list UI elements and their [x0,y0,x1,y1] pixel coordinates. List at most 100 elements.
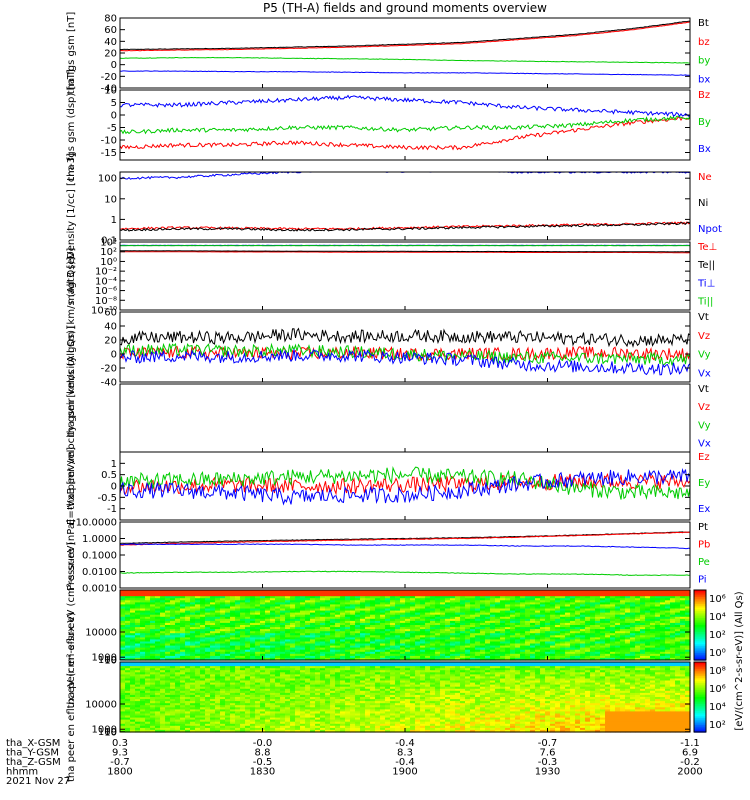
legend-Pe: Pe [698,557,710,568]
legend-Npot: Npot [698,224,722,235]
y-tick-label: 0.0100 [82,567,117,578]
y-tick-label: -20 [101,364,117,375]
panel-frame [119,383,691,453]
colorbar-tick: 10² [709,630,726,641]
footer-value: 2000 [677,767,702,778]
footer-value: -0.4 [395,757,415,768]
y-tick-label: 60 [104,25,117,36]
footer-value: 8.8 [255,748,271,759]
legend-Ti⊥: Ti⊥ [697,278,715,289]
legend-Bz: Bz [698,90,710,101]
spectrogram-10 [120,662,691,733]
legend-Ni: Ni [698,198,708,209]
y-tick-label: 10⁴ [100,238,117,249]
colorbar-tick: 10⁸ [709,666,726,677]
colorbar-2: 10⁸ 10⁶ 10⁴ 10² [693,661,726,733]
series-By-line [119,115,691,135]
y-tick-label: 10.0000 [76,518,117,529]
footer-value: -1.1 [680,738,700,749]
legend-Vt: Vt [698,312,709,323]
series-Bx-line [120,94,691,118]
series-by-line [119,56,691,64]
y-tick-label: -40 [101,378,117,389]
y-tick-label: 5 [111,98,117,109]
footer-value: -0.7 [110,757,130,768]
series-Ex-line [119,468,691,506]
footer-value: -0.4 [395,738,415,749]
y-tick-label: 10 [104,86,117,97]
legend-Pb: Pb [698,540,710,551]
legend-Bx: Bx [698,144,711,155]
legend-Ey: Ey [698,478,710,489]
legend-Vx: Vx [698,368,711,379]
y-axis-label: Pressure [nPa] [66,519,77,591]
legend-by: by [698,56,710,67]
panel-frame [119,521,691,589]
spectrogram-9 [120,590,691,661]
y-tick-label: 20 [104,336,117,347]
y-tick-label: 10 [104,194,117,205]
legend-Vy: Vy [698,420,711,431]
footer-value: 1900 [392,767,417,778]
legend-Ti||: Ti|| [697,297,713,308]
y-tick-label: 0 [111,111,117,122]
y-tick-label: 10⁰ [100,257,117,268]
legend-Bt: Bt [698,18,709,29]
y-axis-label: tha peer velocity gsm [km/s (All Qs)] [66,326,77,510]
legend-Te||: Te|| [697,260,715,271]
y-tick-label: 20 [104,49,117,60]
y-axis-label: E=-VxB [mV/m] [66,447,77,525]
series-Vx-line [119,348,691,376]
panel-7: 10.50-0.5-1 E=-VxB [mV/m] Ez Ey Ex [66,447,710,525]
series-Ey-line [119,466,691,500]
y-tick-label: 0.1 [101,236,117,247]
footer-value: 1830 [250,767,275,778]
legend-Vy: Vy [698,350,711,361]
y-tick-label: 10⁻⁴ [95,276,117,287]
y-tick-label: 10⁻⁶ [95,286,117,297]
footer-value: 1930 [535,767,560,778]
legend-Pt: Pt [698,522,708,533]
series-bz-line [119,21,691,52]
colorbar-tick: 10⁰ [709,648,726,659]
y-axis-label: tha fgs gsm [nT] [66,12,77,95]
footer-value: -0.3 [538,757,558,768]
series-Pi-line [119,543,690,550]
series-Pt-line [119,531,690,545]
y-tick-label: 1000 [92,653,117,664]
colorbar-label: [eV/(cm^2-s-sr-eV)] (All Qs) [734,591,745,730]
y-tick-label: 10⁻⁸ [95,296,117,307]
legend-Vz: Vz [698,331,710,342]
footer-value: 1800 [107,767,132,778]
y-tick-label: 10² [100,247,117,258]
y-axis-label: Density [1/cc] [cm-3] [66,153,77,259]
y-tick-label: 1 [111,215,117,226]
panel-2: 105 0-5 -10-15 tha fgs gsm (dsp) [nT] Bz By Bx [66,69,711,181]
y-tick-label: -40 [101,84,117,95]
y-tick-label: -1 [107,504,117,515]
y-tick-label: -5 [107,123,117,134]
legend-Pi: Pi [698,575,707,586]
y-tick-label: 10⁻² [95,267,117,278]
y-axis-label: tha peir velocity gsm [km/s (All Qs)] [66,257,77,438]
series-Ni-line [119,221,691,232]
footer-value: 6.9 [682,748,698,759]
footer: tha_X-GSMtha_Y-GSMtha_Z-GSMhhmm0.39.3-0.… [6,738,703,787]
date-label: 2021 Nov 27 [6,776,70,787]
y-tick-label: 10000 [85,700,117,711]
footer-value: 0.3 [112,738,128,749]
chart-title: P5 (TH-A) fields and ground moments over… [263,1,547,15]
y-tick-label: 1000 [92,725,117,736]
y-tick-label: 1.0000 [82,534,117,545]
panel-5: 60 40 20 0 -20 -40 tha peir velocity gsm [km/s… [66,257,711,438]
y-axis-label: tha peir en eflux eV (cm²-s-sr-eV) [66,542,77,709]
y-tick-label: -10 [101,136,117,147]
y-tick-label: 10000 [85,628,117,639]
panel-frame [119,171,691,241]
footer-label: tha_Y-GSM [6,748,59,759]
y-tick-label: -0.5 [97,493,117,504]
footer-value: -0.5 [253,757,273,768]
